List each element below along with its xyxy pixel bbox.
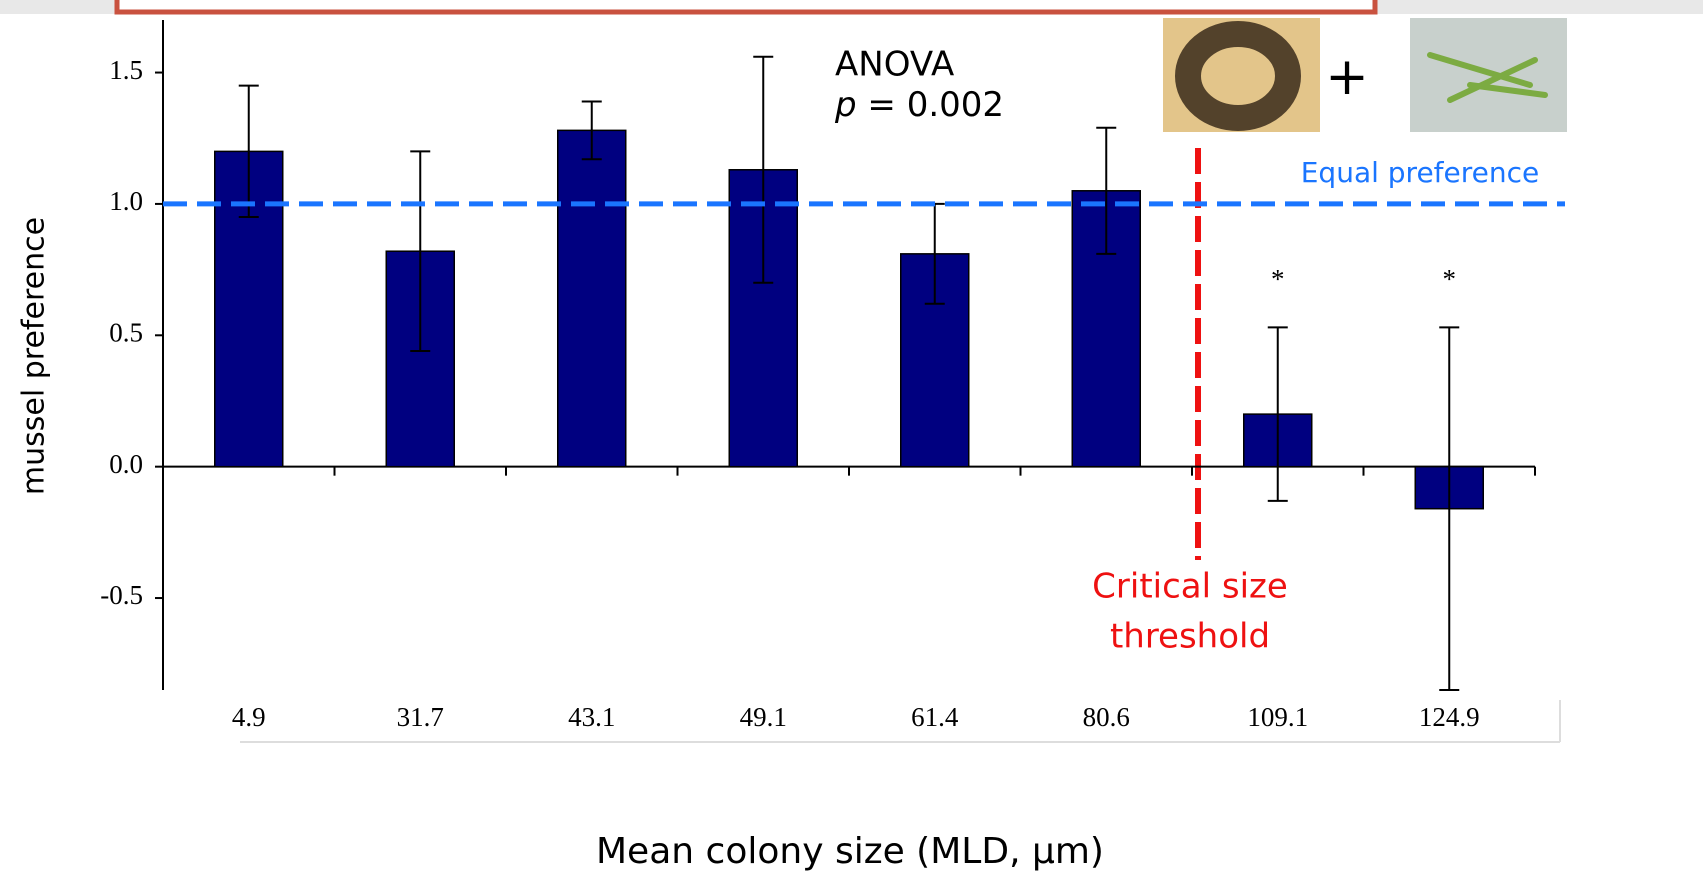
- x-tick-label: 61.4: [911, 702, 959, 732]
- x-tick-label: 43.1: [568, 702, 615, 732]
- x-tick-label: 31.7: [397, 702, 444, 732]
- x-tick-label: 49.1: [740, 702, 787, 732]
- stat-test: ANOVA: [835, 45, 954, 85]
- cells: [1427, 52, 1548, 103]
- x-tick-label: 4.9: [232, 702, 266, 732]
- y-tick-label: 1.5: [109, 55, 143, 85]
- cell: [1427, 52, 1533, 88]
- y-tick-label: -0.5: [100, 580, 143, 610]
- bar: [385, 250, 455, 468]
- title-frame: [114, 0, 1378, 15]
- significance-mark: *: [1271, 264, 1285, 294]
- y-tick-label: 0.5: [109, 317, 143, 347]
- x-axis-label: Mean colony size (MLD, µm): [596, 831, 1104, 872]
- cell: [1467, 82, 1548, 98]
- bar: [557, 129, 627, 468]
- reference-label: Equal preference: [1301, 156, 1540, 189]
- threshold-label: Critical size: [1092, 567, 1288, 607]
- x-tick-label: 124.9: [1419, 702, 1480, 732]
- p-symbol: p: [834, 85, 857, 125]
- y-axis-label: mussel preference: [17, 217, 52, 495]
- significance-mark: *: [1443, 264, 1457, 294]
- colony-ring: [1175, 21, 1301, 131]
- plus-sign: +: [1325, 47, 1369, 107]
- p-value: p = 0.002: [834, 85, 1004, 125]
- x-tick-label: 80.6: [1083, 702, 1130, 732]
- threshold-label: threshold: [1110, 617, 1270, 657]
- p-text: = 0.002: [867, 85, 1004, 125]
- cell: [1447, 57, 1538, 103]
- x-tick-label: 109.1: [1247, 702, 1308, 732]
- y-tick-label: 0.0: [109, 449, 143, 479]
- y-tick-label: 1.0: [109, 186, 143, 216]
